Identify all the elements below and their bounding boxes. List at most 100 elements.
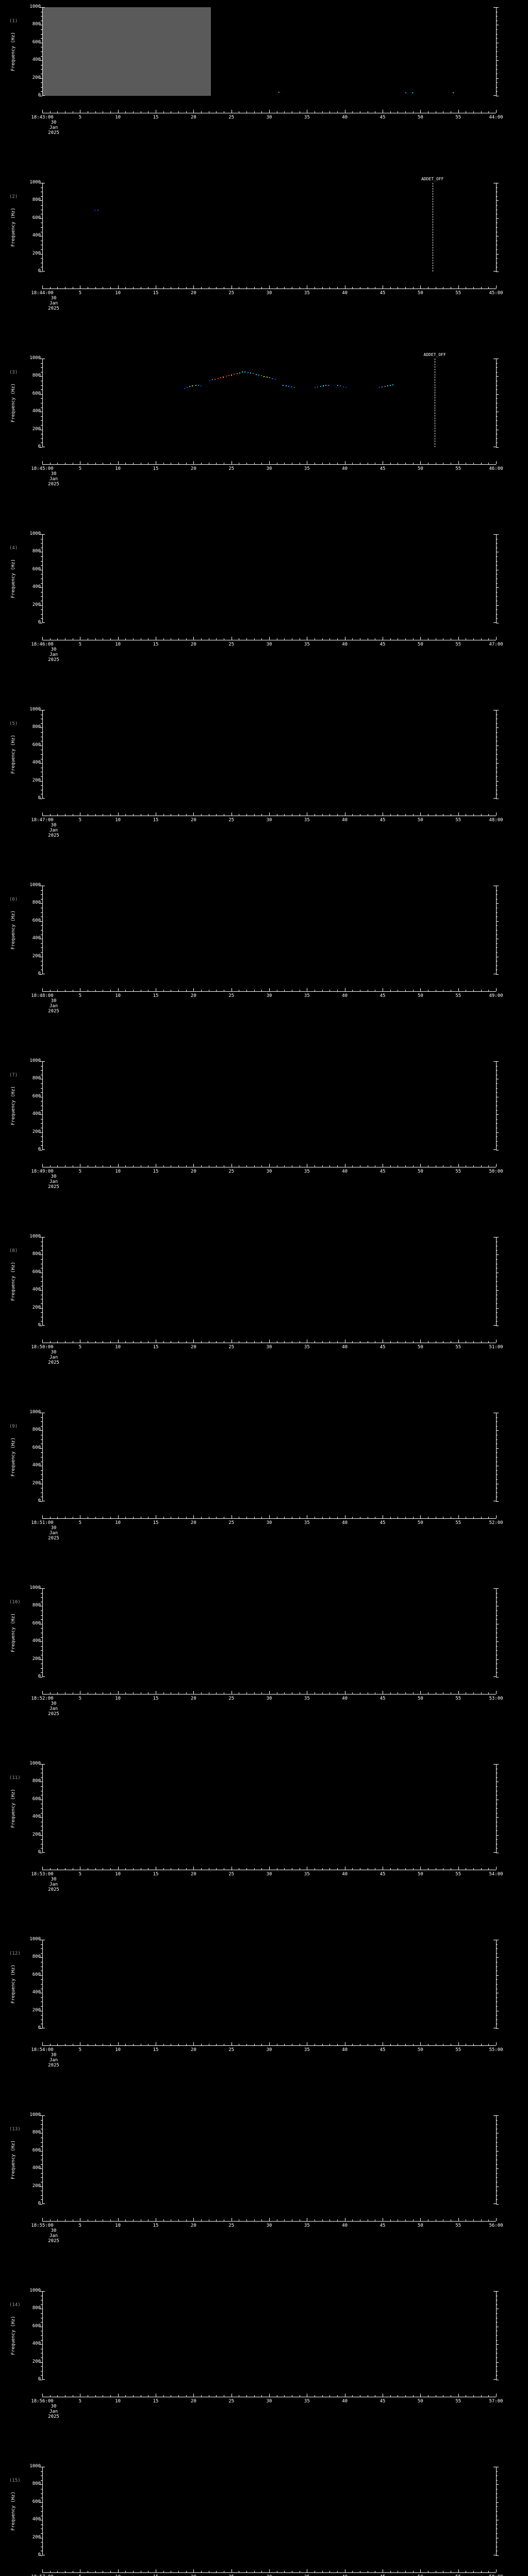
time-tick [57, 1165, 58, 1167]
y-tick-label: 0 [38, 2377, 41, 2382]
y-tick-right [496, 196, 498, 197]
time-tick [57, 2044, 58, 2045]
y-tick [40, 394, 42, 395]
time-tick-label: 55 [455, 2399, 461, 2404]
time-tick [178, 1165, 179, 1167]
y-tick [40, 1764, 42, 1765]
time-tick [412, 111, 414, 113]
y-tick-label: 1000 [29, 1585, 41, 1590]
time-tick-label: 50 [417, 1520, 423, 1526]
time-tick [269, 2042, 270, 2045]
time-tick [329, 814, 331, 816]
time-tick [163, 463, 164, 464]
time-tick [118, 2042, 119, 2045]
time-tick [329, 2395, 331, 2397]
y-tick-right [496, 1259, 498, 1260]
axis-cap [42, 622, 45, 623]
time-tick [322, 463, 323, 464]
detection-point [255, 374, 257, 375]
y-tick-label: 200 [32, 1304, 41, 1310]
time-tick [329, 1517, 331, 1518]
time-tick [163, 990, 164, 991]
time-tick-label: 35 [304, 1169, 310, 1174]
y-tick-label: 800 [32, 1954, 41, 1960]
y-axis-title: Frequency (Hz) [11, 1964, 16, 2004]
time-tick-label: 5 [78, 291, 82, 296]
axis-cap [493, 1852, 496, 1853]
time-tick-label: 5 [79, 2574, 81, 2576]
y-tick [41, 1118, 42, 1120]
time-tick [488, 2395, 489, 2397]
time-tick [95, 2219, 96, 2221]
detection-point [234, 374, 235, 375]
y-tick-right [496, 1417, 498, 1418]
time-tick [57, 2219, 58, 2221]
time-tick [42, 1867, 43, 1870]
time-tick [254, 1341, 255, 1343]
time-tick-label: 10 [115, 2574, 121, 2576]
y-tick [41, 416, 42, 417]
time-tick [110, 814, 111, 816]
time-tick [337, 990, 338, 991]
y-tick-right [496, 899, 498, 900]
time-tick [125, 111, 126, 113]
time-tick-label: 18:53:00 [31, 1872, 54, 1877]
time-tick-label: 20 [190, 2223, 196, 2228]
time-tick [269, 812, 270, 816]
y-tick [40, 78, 42, 79]
y-tick-label: 1000 [29, 1058, 41, 1063]
y-axis-title: Frequency (Hz) [11, 2492, 16, 2531]
time-tick [118, 2394, 119, 2397]
detection-point [217, 378, 219, 379]
y-tick-right [496, 2375, 498, 2376]
detection-point [201, 385, 202, 386]
time-tick [496, 812, 497, 816]
y-tick-right [496, 2322, 498, 2323]
time-tick [110, 1868, 111, 1870]
time-tick [412, 1165, 414, 1167]
y-tick-right [496, 1501, 499, 1502]
axis-spine-left [42, 534, 43, 623]
y-tick [41, 890, 42, 891]
y-tick [41, 2195, 42, 2196]
axis-cap [42, 1061, 45, 1062]
time-tick-label: 45 [380, 1345, 386, 1350]
time-tick [133, 1517, 134, 1518]
time-tick [481, 287, 482, 289]
date-label: 30 Jan 2025 [48, 120, 59, 135]
y-tick-right [496, 1426, 498, 1427]
y-tick-right [496, 1110, 498, 1111]
time-tick [186, 2044, 187, 2045]
time-tick-label: 55 [455, 2047, 461, 2053]
time-tick-label: 35 [304, 2047, 310, 2053]
y-tick [41, 398, 42, 399]
time-tick [133, 638, 134, 640]
spectrogram-panel-2: 0 200 400 600 800 1000 Frequency (Hz) (2) ADDET_… [0, 177, 528, 359]
time-tick-label: 15 [153, 291, 159, 296]
time-tick [269, 988, 270, 991]
time-tick [352, 287, 353, 289]
time-tick [246, 638, 247, 640]
time-tick-label: 5 [78, 115, 82, 120]
time-tick [125, 638, 126, 640]
y-tick-right [496, 7, 499, 8]
time-tick [269, 285, 270, 289]
y-tick [41, 614, 42, 615]
detection-point [239, 372, 240, 374]
y-tick-right [496, 218, 499, 219]
time-tick [284, 1868, 285, 1870]
y-tick-right [496, 1123, 498, 1124]
y-tick [41, 363, 42, 364]
detection-point [285, 385, 287, 386]
time-tick [458, 285, 459, 289]
detection-point [340, 385, 341, 387]
y-tick [40, 921, 42, 922]
detection-point [269, 377, 270, 379]
y-tick [41, 1141, 42, 1142]
time-tick [178, 111, 179, 113]
time-tick-label: 25 [228, 2047, 235, 2053]
time-tick [186, 1341, 187, 1343]
time-tick [216, 638, 217, 640]
y-tick [41, 565, 42, 566]
